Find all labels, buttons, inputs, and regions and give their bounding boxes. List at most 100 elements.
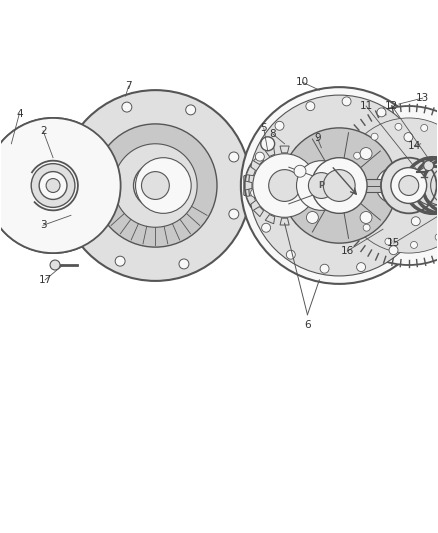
Circle shape bbox=[424, 160, 434, 171]
Circle shape bbox=[342, 97, 351, 106]
Circle shape bbox=[410, 241, 417, 248]
Circle shape bbox=[363, 224, 370, 231]
Text: 7: 7 bbox=[125, 81, 132, 91]
Circle shape bbox=[376, 168, 412, 204]
Circle shape bbox=[249, 95, 430, 276]
Circle shape bbox=[0, 118, 120, 253]
Polygon shape bbox=[333, 157, 343, 166]
Circle shape bbox=[341, 118, 438, 253]
Circle shape bbox=[46, 179, 60, 192]
Text: 15: 15 bbox=[387, 238, 400, 248]
Circle shape bbox=[286, 250, 295, 259]
Polygon shape bbox=[289, 188, 297, 197]
Text: 2: 2 bbox=[40, 126, 46, 136]
Circle shape bbox=[421, 124, 427, 132]
Polygon shape bbox=[343, 194, 352, 204]
Circle shape bbox=[297, 160, 346, 211]
Circle shape bbox=[0, 118, 120, 253]
Circle shape bbox=[308, 173, 334, 198]
Circle shape bbox=[411, 217, 420, 225]
Circle shape bbox=[294, 165, 306, 177]
Circle shape bbox=[346, 177, 353, 184]
Circle shape bbox=[275, 122, 284, 130]
Polygon shape bbox=[280, 218, 289, 225]
Polygon shape bbox=[294, 215, 304, 224]
Circle shape bbox=[418, 166, 427, 175]
Circle shape bbox=[391, 168, 427, 204]
Text: 6: 6 bbox=[304, 320, 311, 329]
Circle shape bbox=[39, 172, 67, 199]
Circle shape bbox=[186, 105, 196, 115]
Polygon shape bbox=[307, 154, 316, 163]
Polygon shape bbox=[314, 195, 323, 205]
Circle shape bbox=[389, 246, 398, 255]
Circle shape bbox=[31, 164, 75, 207]
Circle shape bbox=[245, 146, 324, 225]
Polygon shape bbox=[295, 200, 304, 210]
Bar bbox=[361, 168, 433, 204]
Polygon shape bbox=[265, 215, 275, 224]
Polygon shape bbox=[254, 207, 264, 216]
FancyBboxPatch shape bbox=[51, 175, 67, 196]
Circle shape bbox=[229, 152, 239, 162]
Circle shape bbox=[385, 238, 392, 245]
Circle shape bbox=[46, 179, 60, 192]
Circle shape bbox=[261, 223, 271, 232]
Polygon shape bbox=[289, 174, 297, 183]
Circle shape bbox=[360, 212, 372, 223]
Circle shape bbox=[39, 172, 67, 199]
Polygon shape bbox=[280, 146, 289, 153]
Circle shape bbox=[419, 181, 428, 190]
Circle shape bbox=[0, 124, 115, 247]
Circle shape bbox=[50, 260, 60, 270]
Text: P: P bbox=[318, 181, 325, 190]
Circle shape bbox=[72, 152, 82, 162]
Circle shape bbox=[114, 144, 197, 227]
Polygon shape bbox=[265, 147, 275, 157]
Circle shape bbox=[134, 164, 177, 207]
Polygon shape bbox=[343, 167, 352, 177]
Circle shape bbox=[282, 128, 397, 243]
Circle shape bbox=[381, 158, 437, 213]
Polygon shape bbox=[306, 207, 316, 216]
Text: 17: 17 bbox=[39, 275, 52, 285]
Polygon shape bbox=[294, 147, 304, 157]
Circle shape bbox=[349, 203, 356, 209]
Circle shape bbox=[60, 90, 251, 281]
Circle shape bbox=[289, 153, 354, 219]
Text: 16: 16 bbox=[341, 246, 354, 256]
Circle shape bbox=[135, 158, 191, 213]
Circle shape bbox=[306, 102, 315, 111]
Polygon shape bbox=[246, 195, 255, 205]
Circle shape bbox=[241, 87, 438, 284]
Circle shape bbox=[371, 133, 378, 140]
Polygon shape bbox=[321, 153, 329, 160]
Polygon shape bbox=[321, 211, 329, 219]
Text: 5: 5 bbox=[261, 123, 267, 133]
Circle shape bbox=[323, 169, 355, 201]
Circle shape bbox=[179, 259, 189, 269]
Circle shape bbox=[255, 152, 265, 161]
Circle shape bbox=[31, 164, 75, 207]
Circle shape bbox=[377, 108, 386, 117]
Circle shape bbox=[251, 188, 260, 197]
Circle shape bbox=[353, 152, 360, 159]
Bar bbox=[321, 179, 387, 192]
Polygon shape bbox=[295, 161, 304, 171]
Polygon shape bbox=[347, 182, 354, 189]
Text: 12: 12 bbox=[385, 101, 399, 111]
FancyBboxPatch shape bbox=[244, 175, 260, 196]
Polygon shape bbox=[307, 208, 316, 217]
Polygon shape bbox=[245, 181, 252, 190]
Circle shape bbox=[382, 174, 406, 197]
Circle shape bbox=[94, 124, 217, 247]
Circle shape bbox=[320, 264, 329, 273]
Polygon shape bbox=[306, 155, 316, 165]
Circle shape bbox=[122, 102, 132, 112]
Circle shape bbox=[357, 263, 366, 272]
Text: 3: 3 bbox=[40, 220, 46, 230]
Circle shape bbox=[360, 148, 372, 159]
Text: 14: 14 bbox=[408, 141, 421, 151]
Circle shape bbox=[141, 172, 170, 199]
Polygon shape bbox=[254, 155, 264, 165]
